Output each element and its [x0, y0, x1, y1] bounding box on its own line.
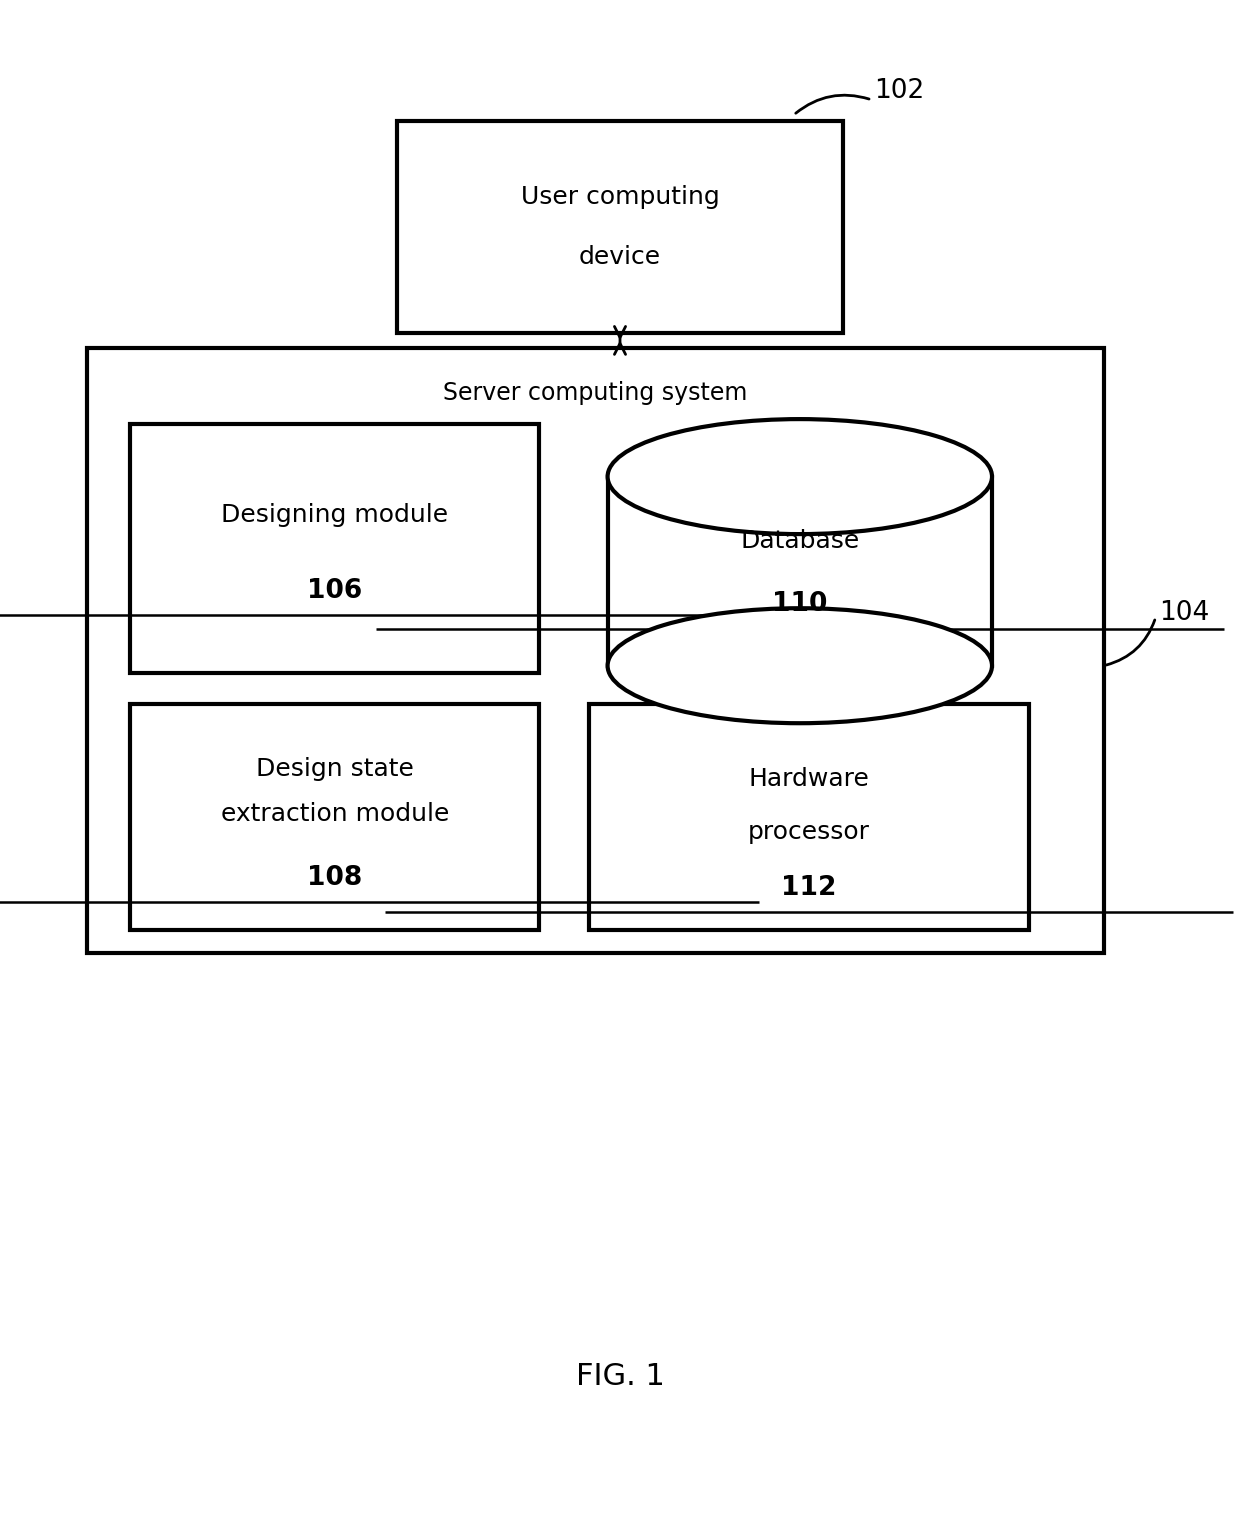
Text: 108: 108 — [308, 864, 362, 891]
Ellipse shape — [608, 419, 992, 534]
Bar — [130, 424, 539, 673]
Text: Design state: Design state — [255, 756, 414, 781]
Bar — [397, 121, 843, 333]
Text: User computing: User computing — [521, 185, 719, 209]
Text: 104: 104 — [1159, 599, 1210, 626]
Text: Server computing system: Server computing system — [443, 381, 748, 405]
Text: processor: processor — [748, 820, 870, 844]
Bar — [87, 348, 1104, 953]
Text: 102: 102 — [874, 77, 925, 104]
Bar — [589, 704, 1029, 930]
Text: 112: 112 — [781, 875, 837, 902]
Text: Designing module: Designing module — [221, 504, 449, 527]
Text: extraction module: extraction module — [221, 802, 449, 826]
Text: FIG. 1: FIG. 1 — [575, 1362, 665, 1392]
Text: 110: 110 — [773, 592, 827, 617]
Text: Database: Database — [740, 530, 859, 552]
Ellipse shape — [608, 608, 992, 723]
Text: 106: 106 — [308, 578, 362, 604]
Bar — [130, 704, 539, 930]
Text: device: device — [579, 245, 661, 269]
Text: Hardware: Hardware — [749, 767, 869, 791]
Bar — [608, 477, 992, 666]
